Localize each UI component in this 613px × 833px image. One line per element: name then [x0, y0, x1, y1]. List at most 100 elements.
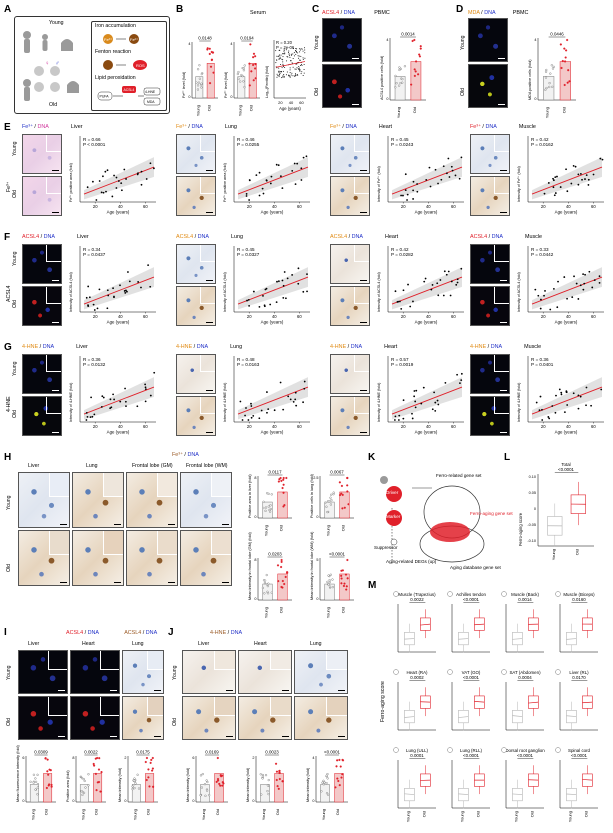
- row_g-header-3: 4-HNE / DNA Muscle: [470, 344, 542, 350]
- panel-a-illustration: ♀ ♂: [23, 31, 79, 101]
- h-tissue-gm: Frontal lobe (GM): [132, 463, 173, 469]
- stain-dna-label-d: DNA: [484, 10, 496, 16]
- row_g-sc-1-ylabel: Intensity of 4-HNE (fold): [223, 383, 227, 422]
- b-ferritin-point: [276, 73, 278, 75]
- row_f-sc-2-xtick: 20: [401, 314, 406, 319]
- row_g-sc-3-point: [554, 411, 557, 414]
- row_e-sc-0-point: [120, 182, 123, 185]
- row_f-sc-0-ci-band: [84, 267, 154, 310]
- row_e-sc-1-point: [255, 174, 258, 177]
- i-chart-2-point: [92, 762, 95, 766]
- row_e-scatter-muscle: R = 0.42P = 0.0162 Intensity of Fe³⁺ (fol…: [517, 136, 604, 215]
- d-chart-point: [567, 69, 570, 72]
- i-tissue-heart: Heart: [82, 641, 95, 647]
- b-ferritin-point: [302, 74, 304, 76]
- h-chart-2-point: [343, 506, 346, 509]
- j-chart-1-xtick-young: Young: [201, 809, 206, 820]
- h-chart-2-point: [330, 493, 333, 496]
- row_f-sc-0-point: [85, 296, 88, 299]
- h-chart-1-bar-young: [262, 501, 273, 519]
- row_f-header-3: ACSL4 / DNA Muscle: [470, 234, 543, 240]
- row_g-sc-0-point: [125, 405, 127, 408]
- row_e-sc-3-point: [599, 157, 602, 160]
- row_f-sc-2-point: [445, 273, 448, 276]
- b-ferritin-point: [298, 55, 300, 57]
- row_g-sc-1-point: [239, 400, 242, 403]
- row_e-sc-3-fit-line: [531, 166, 603, 195]
- d-chart-xtick-old: Old: [561, 107, 566, 113]
- row_g-sc-0-point: [144, 386, 147, 389]
- j-lung-old: [294, 696, 348, 740]
- b-ferritin-point: [300, 63, 302, 65]
- h-lung-young: [72, 472, 124, 528]
- h-chart-1-point: [282, 483, 285, 486]
- b-ferritin-point: [302, 50, 304, 52]
- row_g-sc-2-point: [415, 389, 418, 392]
- row_f-sc-1-point: [306, 290, 308, 293]
- i-chart-1-point: [32, 773, 35, 776]
- b-fe2: 0.0148 Fe²⁺ level (fold) Young Old 4 0: [182, 36, 218, 116]
- b-fe3-point: [254, 77, 257, 80]
- row_e-sc-1-point: [275, 163, 278, 166]
- i-chart-2-point: [97, 780, 101, 784]
- row_g-sc-3: R = 0.36P = 0.0401 Intensity of 4-HNE (fo…: [517, 356, 604, 435]
- b-fe2-point: [208, 47, 211, 50]
- row_e-sc-3-xtick: 60: [591, 204, 596, 209]
- row_g-sc-3-point: [572, 392, 575, 395]
- row_e-sc-0-point: [102, 175, 104, 178]
- h-chart-2-ylabel: Positive cells in lung (fold): [310, 473, 314, 518]
- row_f-sc-0-xtick: 20: [93, 314, 98, 319]
- stain-label: Fe³⁺: [176, 124, 187, 130]
- panel-letter-b: B: [176, 4, 184, 15]
- row_e-sc-1-xlabel: Age (years): [261, 210, 284, 215]
- i-chart-1-point: [49, 769, 52, 772]
- j-chart-1-ytick-max: 6: [192, 756, 194, 760]
- i-chart-3-point: [149, 761, 152, 764]
- d-chart-point: [549, 72, 552, 75]
- row_e-sc-1-point: [294, 183, 297, 186]
- row_f-sc-1-xtick: 40: [272, 314, 277, 319]
- row_f-scatter-muscle: R = 0.33P = 0.0442 Intensity of ACSL4 (fo…: [517, 246, 604, 325]
- c-chart-point: [398, 66, 401, 69]
- row_f-sc-0-xtick: 40: [118, 314, 123, 319]
- row_f-sc-3-point: [577, 298, 580, 300]
- h-chart-1-point: [270, 493, 273, 496]
- row_e-sc-3-ci-band: [532, 157, 602, 200]
- row_f-sc-2-ylabel: Intensity of ACSL4 (fold): [377, 272, 381, 312]
- j-chart-3-point: [322, 779, 325, 782]
- h-chart-1-pvalue: 0.0117: [268, 470, 282, 475]
- b-fe2-ylabel: Fe²⁺ level (fold): [182, 71, 186, 98]
- i-chart-2-point: [82, 791, 86, 794]
- panel-a-box: Young Old ♀ ♂ Iron accumulation Fe³⁺ Fe²⁺ …: [14, 16, 170, 114]
- iron-icon: Fe³⁺ Fe²⁺: [103, 34, 139, 44]
- b-ferritin-point: [292, 75, 294, 77]
- i-chart-3-point: [144, 760, 147, 764]
- scale-bar: [52, 432, 59, 433]
- row_e-sc-1-point: [281, 187, 284, 189]
- row_f-sc-0-point: [106, 307, 109, 310]
- j-chart-2-point: [278, 771, 281, 774]
- stain-label: 4-HNE: [470, 344, 487, 350]
- j-chart-3-point: [337, 779, 340, 783]
- row_e-sc-3-point: [554, 176, 557, 179]
- d-chart-point: [559, 43, 562, 46]
- h-chart-3-point: [265, 573, 268, 577]
- row_g-sc-3-point: [579, 395, 582, 398]
- row_g-sc-0-point: [109, 407, 112, 410]
- zoom-inset: [493, 397, 509, 415]
- row_g-sc-1-point: [294, 391, 297, 394]
- b-ferritin-r: R = 0.20: [276, 40, 293, 45]
- b-fe3-ytick-0: 0: [230, 95, 232, 99]
- j-chart-1-point: [216, 756, 219, 760]
- row_f-image-liver-old: [22, 286, 62, 326]
- h-chart-1: 0.0117 Positive area in liver (fold) Young…: [248, 470, 292, 536]
- b-ferritin-point: [302, 58, 304, 60]
- row_e-sc-1-point: [279, 175, 282, 178]
- j-chart-3-point: [320, 790, 323, 793]
- panel-i-charts: 0.0309 Mean fluorescence intensity (fold)…: [16, 744, 158, 820]
- i-chart-1-bar-young: [29, 784, 39, 803]
- row_e-sc-1-r: R = 0.46: [237, 137, 255, 142]
- d-chart-point: [563, 83, 566, 87]
- j-chart-3-point: [336, 759, 339, 762]
- m-chart-5-median-young: [458, 716, 469, 718]
